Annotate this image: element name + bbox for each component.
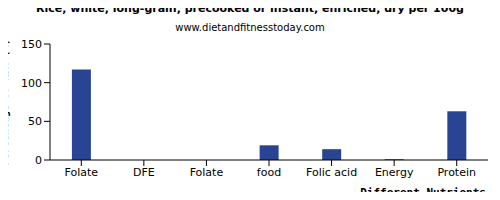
svg-text:Folate: Folate (190, 166, 224, 179)
svg-text:Folate: Folate (65, 166, 99, 179)
svg-text:DFE: DFE (133, 166, 155, 179)
svg-text:0: 0 (35, 154, 42, 167)
svg-text:Different Nutrients: Different Nutrients (360, 186, 486, 192)
svg-text:50: 50 (28, 115, 42, 128)
svg-text:Percentage of RDA (%): Percentage of RDA (%) (8, 39, 10, 165)
svg-text:food: food (257, 166, 281, 179)
html-text:Rice, white, long-grain, preco: Rice, white, long-grain, precooked or in… (36, 2, 464, 15)
svg-text:Protein: Protein (437, 166, 476, 179)
svg-text:Folic acid: Folic acid (306, 166, 357, 179)
html-text:www.dietandfitnesstoday.com: www.dietandfitnesstoday.com (175, 22, 325, 33)
svg-text:100: 100 (21, 77, 42, 90)
svg-text:Energy: Energy (375, 166, 414, 179)
svg-text:150: 150 (21, 38, 42, 51)
